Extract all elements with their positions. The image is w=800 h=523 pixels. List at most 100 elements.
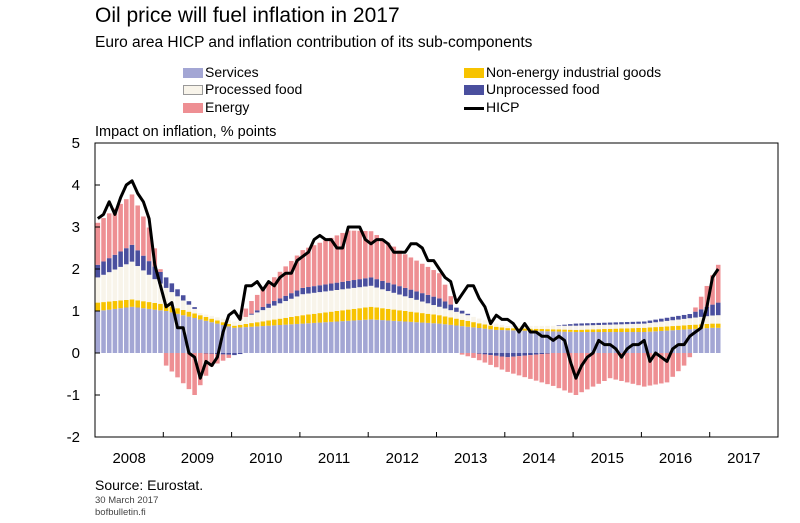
bar-unprocessed_food xyxy=(254,310,260,313)
bar-unprocessed_food xyxy=(431,296,436,306)
bar-unprocessed_food xyxy=(146,261,152,275)
bar-energy xyxy=(300,250,306,288)
bar-energy xyxy=(198,353,203,386)
bar-services xyxy=(670,330,675,353)
bar-non_energy_goods xyxy=(476,323,482,329)
bar-unprocessed_food xyxy=(619,322,624,325)
bar-processed_food xyxy=(630,323,636,329)
bar-services xyxy=(431,323,436,353)
bar-processed_food xyxy=(448,310,454,318)
bar-energy xyxy=(374,235,380,280)
bar-services xyxy=(471,327,476,353)
bar-energy xyxy=(585,353,590,390)
bar-unprocessed_food xyxy=(323,284,328,292)
bar-non_energy_goods xyxy=(283,317,288,325)
bar-unprocessed_food xyxy=(573,323,579,326)
legend-label-processed-food: Processed food xyxy=(205,81,303,97)
bar-non_energy_goods xyxy=(340,310,345,322)
bar-unprocessed_food xyxy=(283,295,288,302)
processed-food-swatch xyxy=(183,85,203,96)
bar-energy xyxy=(567,353,573,393)
bar-energy xyxy=(146,227,152,262)
bar-energy xyxy=(346,230,351,281)
source-note: Source: Eurostat. xyxy=(95,477,204,493)
bar-non_energy_goods xyxy=(232,325,237,328)
bar-processed_food xyxy=(368,285,374,307)
bar-energy xyxy=(118,203,123,252)
bar-services xyxy=(209,322,214,353)
bar-unprocessed_food xyxy=(169,283,175,293)
bar-services xyxy=(425,322,431,353)
bar-energy xyxy=(659,353,664,384)
bar-energy xyxy=(710,275,715,305)
bar-processed_food xyxy=(653,322,658,328)
bar-services xyxy=(243,327,249,353)
bar-energy xyxy=(272,277,277,302)
bar-energy xyxy=(590,353,596,387)
bar-non_energy_goods xyxy=(670,326,675,331)
bar-processed_food xyxy=(192,308,197,314)
bar-non_energy_goods xyxy=(374,307,380,320)
legend-item-hicp: HICP xyxy=(464,99,519,115)
x-tick-label: 2009 xyxy=(181,450,214,467)
site-name: bofbulletin.fi xyxy=(95,507,146,518)
bar-services xyxy=(687,329,693,353)
bar-energy xyxy=(317,242,323,286)
bar-non_energy_goods xyxy=(254,322,260,327)
bar-services xyxy=(203,320,209,353)
y-tick-label: 3 xyxy=(72,219,80,236)
bar-energy xyxy=(243,308,249,317)
bar-processed_food xyxy=(613,324,619,329)
bar-non_energy_goods xyxy=(488,325,493,330)
bar-energy xyxy=(141,216,146,256)
bar-unprocessed_food xyxy=(448,304,454,311)
bar-processed_food xyxy=(664,320,670,327)
bar-energy xyxy=(596,353,601,384)
bar-energy xyxy=(681,353,687,366)
bar-energy xyxy=(516,356,522,376)
bar-unprocessed_food xyxy=(579,323,584,326)
bar-non_energy_goods xyxy=(328,311,334,322)
bar-unprocessed_food xyxy=(659,318,664,322)
bar-services xyxy=(659,330,664,353)
bar-energy xyxy=(283,266,288,296)
bar-unprocessed_food xyxy=(135,250,140,267)
bar-processed_food xyxy=(636,323,641,328)
bar-energy xyxy=(647,353,653,386)
bar-processed_food xyxy=(579,325,584,330)
bar-unprocessed_food xyxy=(482,353,488,355)
bar-non_energy_goods xyxy=(482,324,488,329)
bar-energy xyxy=(289,260,294,294)
bar-energy xyxy=(192,353,197,395)
bar-non_energy_goods xyxy=(533,328,539,331)
bar-unprocessed_food xyxy=(493,353,499,356)
bar-energy xyxy=(522,355,527,378)
bar-processed_food xyxy=(363,286,368,308)
bar-energy xyxy=(101,218,106,262)
bar-non_energy_goods xyxy=(124,299,129,308)
bar-unprocessed_food xyxy=(653,319,658,323)
bar-energy xyxy=(499,356,505,370)
bar-processed_food xyxy=(323,291,328,313)
bar-processed_food xyxy=(596,325,601,330)
bar-processed_food xyxy=(209,315,214,319)
bar-processed_food xyxy=(419,301,425,314)
bar-services xyxy=(550,331,556,353)
bar-non_energy_goods xyxy=(311,313,317,323)
bar-processed_food xyxy=(186,304,192,312)
bar-non_energy_goods xyxy=(380,308,385,321)
bar-energy xyxy=(488,355,493,365)
bar-processed_food xyxy=(391,292,397,310)
bar-non_energy_goods xyxy=(641,327,647,332)
bar-energy xyxy=(459,353,465,355)
bar-processed_food xyxy=(215,317,220,321)
bar-unprocessed_food xyxy=(641,321,647,324)
bar-services xyxy=(146,308,152,353)
bar-processed_food xyxy=(260,310,266,322)
bar-services xyxy=(300,323,306,353)
bar-non_energy_goods xyxy=(237,324,243,328)
bar-processed_food xyxy=(539,325,545,329)
bars-group xyxy=(95,194,721,395)
bar-unprocessed_food xyxy=(687,314,693,319)
bar-energy xyxy=(124,199,129,249)
